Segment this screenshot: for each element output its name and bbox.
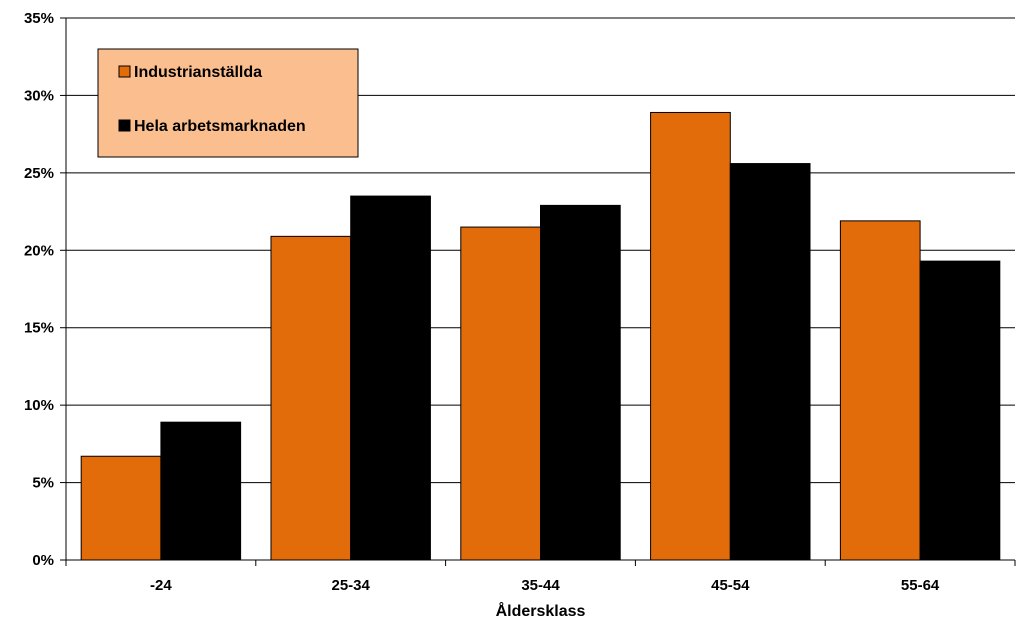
y-tick-label-0: 0% — [32, 552, 54, 569]
bar-hela-arbetsmarknaden-24 — [160, 421, 242, 561]
legend-label-industrianstallda: Industrianställda — [134, 64, 262, 81]
bar-industrianstallda-35-44 — [460, 226, 541, 561]
x-tick-labels: -24 25-34 35-44 45-54 55-64 — [150, 577, 940, 594]
x-tick-label-55-64: 55-64 — [901, 577, 940, 594]
y-tick-label-15: 15% — [24, 320, 54, 337]
bar-hela-arbetsmarknaden-55-64 — [919, 260, 1001, 561]
y-tick-labels: 0% 5% 10% 15% 20% 25% 30% 35% — [24, 10, 54, 569]
x-tick-label-45-54: 45-54 — [711, 577, 750, 594]
y-tick-label-10: 10% — [24, 397, 54, 414]
legend-box — [97, 48, 359, 158]
bar-industrianstallda-45-54 — [650, 111, 731, 561]
y-tick-label-35: 35% — [24, 10, 54, 27]
x-tick-label-35-44: 35-44 — [521, 577, 560, 594]
bars — [80, 111, 1001, 561]
bar-hela-arbetsmarknaden-45-54 — [729, 163, 811, 561]
bar-hela-arbetsmarknaden-35-44 — [540, 204, 621, 561]
x-tick-label-24: -24 — [150, 577, 172, 594]
x-tick-label-25-34: 25-34 — [332, 577, 371, 594]
legend-swatch-hela-arbetsmarknaden — [118, 119, 131, 132]
legend: Industrianställda Hela arbetsmarknaden — [97, 48, 359, 158]
bar-industrianstallda-25-34 — [270, 235, 352, 561]
y-tick-label-30: 30% — [24, 87, 54, 104]
bar-industrianstallda-55-64 — [839, 220, 921, 561]
axes — [60, 17, 1016, 566]
legend-label-hela-arbetsmarknaden: Hela arbetsmarknaden — [134, 118, 306, 135]
y-tick-label-20: 20% — [24, 242, 54, 259]
y-tick-label-5: 5% — [32, 475, 54, 492]
legend-swatch-industrianstallda — [118, 65, 131, 78]
x-axis-title: Åldersklass — [496, 601, 586, 620]
y-tick-label-25: 25% — [24, 165, 54, 182]
bar-industrianstallda-24 — [80, 455, 162, 561]
bar-hela-arbetsmarknaden-25-34 — [350, 195, 431, 561]
